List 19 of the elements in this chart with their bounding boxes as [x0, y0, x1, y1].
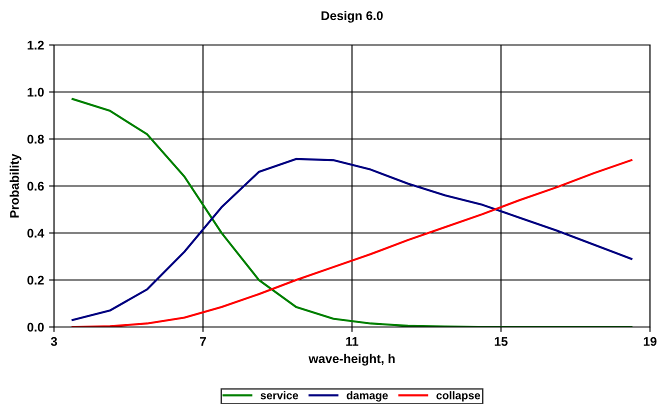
y-tick-label: 1.0 [28, 88, 44, 97]
x-axis-title: wave-height, h [308, 354, 395, 366]
x-tick-label: 3 [50, 337, 58, 346]
x-tick-label: 7 [200, 337, 206, 346]
legend-label: damage [346, 391, 388, 402]
x-tick-label: 15 [494, 337, 508, 346]
y-tick-label: 0.2 [27, 276, 44, 285]
y-axis-title: Probability [10, 154, 22, 218]
x-tick-label: 19 [644, 337, 656, 346]
x-tick-label: 11 [346, 337, 358, 346]
legend-label: service [260, 391, 298, 400]
y-tick-label: 1.2 [28, 40, 44, 50]
y-tick-label: 0.6 [27, 182, 44, 191]
y-tick-label: 0.4 [27, 228, 44, 238]
y-tick-label: 0.8 [27, 134, 44, 144]
chart-title: Design 6.0 [322, 10, 383, 23]
y-tick-label: 0.0 [27, 322, 44, 332]
line-series [72, 98, 632, 327]
legend-label: collapse [436, 391, 480, 402]
